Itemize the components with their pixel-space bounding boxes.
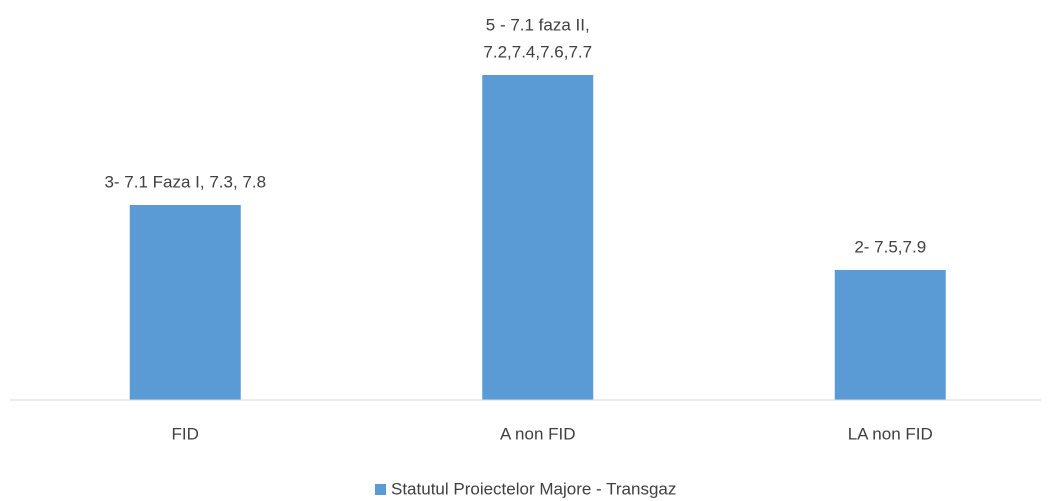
x-tick-label: FID [172, 424, 199, 443]
legend-label: Statutul Proiectelor Majore - Transgaz [391, 479, 676, 498]
data-label: 3- 7.1 Faza I, 7.3, 7.8 [104, 172, 266, 191]
data-label: 5 - 7.1 faza II, [486, 15, 590, 34]
bar [834, 270, 946, 400]
x-tick-label: A non FID [500, 424, 576, 443]
bar [482, 75, 594, 400]
legend-swatch [375, 484, 386, 495]
data-label: 7.2,7.4,7.6,7.7 [483, 42, 592, 61]
data-label: 2- 7.5,7.9 [854, 237, 926, 256]
bar [129, 205, 241, 400]
x-tick-label: LA non FID [848, 424, 933, 443]
